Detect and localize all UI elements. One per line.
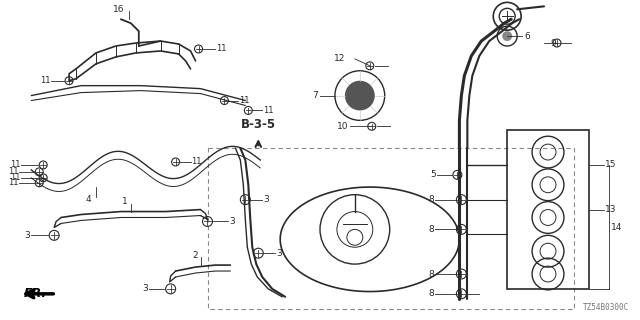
Text: 8: 8: [429, 289, 435, 298]
Text: 11: 11: [239, 96, 250, 105]
Text: 12: 12: [333, 54, 345, 63]
Text: 3: 3: [229, 217, 235, 226]
Text: B-3-5: B-3-5: [241, 118, 276, 131]
Text: 7: 7: [312, 91, 318, 100]
Text: 3: 3: [142, 284, 148, 293]
Text: 5: 5: [431, 170, 436, 180]
Text: 4: 4: [85, 195, 91, 204]
Text: 11: 11: [216, 44, 227, 53]
Circle shape: [502, 31, 512, 41]
Text: FR.: FR.: [23, 287, 47, 300]
Circle shape: [345, 81, 375, 110]
Text: 11: 11: [8, 167, 19, 176]
Text: 3: 3: [263, 195, 269, 204]
Text: 11: 11: [10, 173, 20, 182]
Text: 10: 10: [337, 122, 349, 131]
Bar: [507, 130, 589, 289]
Text: 2: 2: [192, 251, 198, 260]
Text: 6: 6: [524, 32, 530, 41]
Text: 15: 15: [605, 160, 616, 170]
Text: TZ54B0300C: TZ54B0300C: [582, 303, 628, 312]
Text: 14: 14: [611, 223, 622, 232]
Text: 11: 11: [8, 178, 19, 187]
Text: 11: 11: [10, 160, 20, 170]
Text: 3: 3: [24, 231, 30, 240]
Text: 8: 8: [429, 269, 435, 278]
Text: 3: 3: [276, 249, 282, 258]
Text: 8: 8: [429, 195, 435, 204]
Text: 1: 1: [122, 197, 128, 206]
Text: 9: 9: [550, 38, 556, 48]
Text: 11: 11: [40, 76, 50, 85]
Text: 16: 16: [113, 5, 125, 14]
Bar: [209, 148, 574, 309]
Text: 11: 11: [191, 157, 202, 166]
Text: 11: 11: [263, 106, 274, 115]
Text: 8: 8: [429, 225, 435, 234]
Text: 13: 13: [605, 205, 616, 214]
